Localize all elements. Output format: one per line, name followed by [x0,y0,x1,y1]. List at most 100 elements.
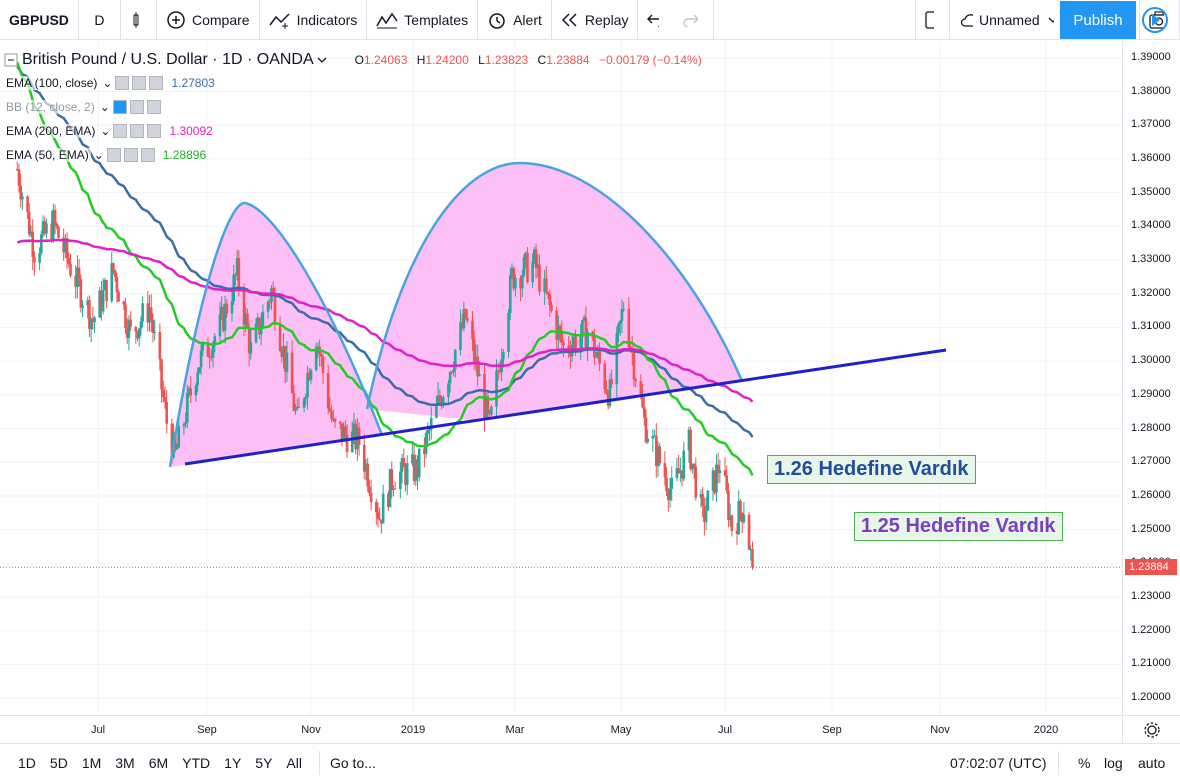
candle-body [368,486,371,493]
chevron-down-icon[interactable]: ⌄ [102,76,113,90]
gear-icon[interactable] [132,76,147,90]
gear-icon[interactable] [129,100,144,114]
candle-body [194,385,198,396]
eye-icon[interactable] [106,148,121,162]
chevron-down-icon[interactable] [317,56,327,64]
candle-body [462,309,466,329]
chart-style-button[interactable] [121,0,157,40]
range-button[interactable]: 1D [18,754,36,771]
top-toolbar: GBPUSD D Compare Indicators Templates Al… [0,0,1180,40]
range-button[interactable]: 1M [81,754,102,771]
candle-body [242,288,246,325]
indicator-row[interactable]: EMA (50, EMA) ⌄ 1.28896 [4,143,702,167]
interval-button[interactable]: D [79,0,121,40]
percent-toggle[interactable]: % [1078,754,1091,771]
candle-body [581,319,584,337]
time-axis[interactable]: Jul Sep Nov 2019 Mar May Jul Sep Nov 2020 [0,715,1122,743]
indicator-row[interactable]: BB (12, close, 2) ⌄ [4,95,702,119]
close-icon[interactable] [147,124,162,138]
candle-body [282,345,285,357]
candle-body [454,349,457,370]
undo-button[interactable] [638,0,674,40]
goto-button[interactable]: Go to... [329,754,376,771]
indicators-button[interactable]: Indicators [260,0,368,40]
auto-toggle[interactable]: auto [1138,754,1166,771]
trend-line [184,348,947,466]
candle-body [436,395,440,405]
close-icon[interactable] [149,76,164,90]
candle-body [440,400,443,406]
candle-body [715,464,718,493]
templates-button[interactable]: Templates [367,0,479,40]
candle-body [751,549,754,568]
candle-body [170,423,174,458]
chevron-down-icon[interactable]: ⌄ [100,124,111,138]
range-button[interactable]: All [286,754,302,771]
candle-body [392,488,395,490]
candle-body [675,468,679,478]
gear-icon[interactable] [130,124,145,138]
candle-body [149,307,153,321]
candle-body [148,307,151,323]
candle-body [644,417,648,443]
target-callout-1[interactable]: 1.26 Hedefine Vardık [767,455,976,484]
arc-fill-right [367,163,742,421]
candle-body [632,352,636,380]
candle-body [718,470,722,474]
compare-button[interactable]: Compare [157,0,260,40]
open-key: O [354,53,364,67]
range-button[interactable]: 6M [148,754,169,771]
range-button[interactable]: 1Y [224,754,242,771]
clock[interactable]: 07:02:07 (UTC) [950,754,1047,771]
fullscreen-select-button[interactable] [916,0,950,40]
collapse-icon[interactable] [4,53,18,67]
target-callout-2[interactable]: 1.25 Hedefine Vardık [854,512,1063,541]
chevron-down-icon[interactable]: ⌄ [93,148,104,162]
indicator-row[interactable]: EMA (200, EMA) ⌄ 1.30092 [4,119,702,143]
time-tick: May [610,724,632,736]
candle-body [670,477,674,489]
symbol-title[interactable]: British Pound / U.S. Dollar · 1D · OANDA [22,51,314,68]
indicator-row[interactable]: EMA (100, close) ⌄ 1.27803 [4,71,702,95]
redo-button[interactable] [674,0,715,40]
current-price-tag: 1.23884 [1125,559,1177,576]
publish-button[interactable]: Publish [1060,1,1136,39]
range-button[interactable]: 5Y [255,754,273,771]
candle-body [646,438,649,443]
candle-body [448,372,452,384]
symbol-search[interactable]: GBPUSD [0,0,79,40]
layout-menu[interactable]: Unnamed [950,0,1064,40]
candle-body [450,372,454,374]
log-toggle[interactable]: log [1104,754,1123,771]
candle-body [153,331,156,333]
candle-body [617,323,620,333]
price-axis[interactable]: 1.39000 1.38000 1.37000 1.36000 1.35000 1.340… [1122,41,1180,715]
alert-button[interactable]: Alert [478,0,552,40]
range-button[interactable]: YTD [182,754,211,771]
gear-icon[interactable] [123,148,138,162]
range-button[interactable]: 3M [115,754,135,771]
high-key: H [416,53,426,67]
candle-body [435,404,438,418]
candle-body [332,419,335,421]
play-icon[interactable] [1140,5,1170,35]
eye-icon[interactable] [115,76,130,90]
candle-body [225,303,229,314]
eye-icon[interactable] [113,124,128,138]
candle-body [124,304,127,329]
candle-body [703,505,706,523]
axis-settings-icon[interactable] [1122,715,1180,743]
candle-body [651,435,655,439]
candle-body [610,379,613,385]
main-chart[interactable] [0,41,1122,715]
close-icon[interactable] [140,148,155,162]
range-button[interactable]: 5D [49,754,68,771]
eye-icon[interactable] [112,100,127,114]
indicator-list: EMA (100, close) ⌄ 1.27803 BB (12, close, 2… [4,71,702,167]
replay-button[interactable]: Replay [552,0,639,40]
chevron-down-icon[interactable]: ⌄ [99,100,110,114]
chevron-down-icon [1048,17,1054,23]
candle-body [306,372,309,397]
candle-body [572,336,576,345]
close-icon[interactable] [146,100,161,114]
